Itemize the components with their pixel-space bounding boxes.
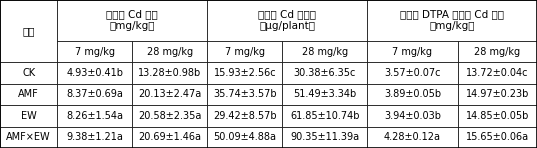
Text: 35.74±3.57b: 35.74±3.57b [213, 89, 277, 99]
Text: 29.42±8.57b: 29.42±8.57b [213, 111, 277, 121]
Bar [367, 41, 458, 62]
Text: 50.09±4.88a: 50.09±4.88a [213, 132, 277, 142]
Text: 51.49±3.34b: 51.49±3.34b [293, 89, 357, 99]
Text: EW: EW [21, 111, 37, 121]
Text: 15.65±0.06a: 15.65±0.06a [466, 132, 529, 142]
Bar [282, 127, 367, 148]
Bar [458, 41, 537, 62]
Text: 3.94±0.03b: 3.94±0.03b [384, 111, 441, 121]
Bar [57, 127, 132, 148]
Bar [282, 84, 367, 105]
Text: 20.69±1.46a: 20.69±1.46a [139, 132, 201, 142]
Bar [207, 127, 282, 148]
Bar [458, 62, 537, 84]
Bar [458, 84, 537, 105]
Text: 4.93±0.41b: 4.93±0.41b [67, 68, 124, 78]
Text: 7 mg/kg: 7 mg/kg [225, 47, 265, 57]
Text: 3.89±0.05b: 3.89±0.05b [384, 89, 441, 99]
Bar [207, 62, 282, 84]
Bar [207, 41, 282, 62]
Bar [207, 0, 367, 41]
Text: 4.28±0.12a: 4.28±0.12a [384, 132, 441, 142]
Bar [0, 0, 57, 62]
Bar [207, 84, 282, 105]
Text: 90.35±11.39a: 90.35±11.39a [290, 132, 359, 142]
Bar [367, 84, 458, 105]
Text: 8.26±1.54a: 8.26±1.54a [67, 111, 124, 121]
Text: 9.38±1.21a: 9.38±1.21a [67, 132, 124, 142]
Bar [367, 105, 458, 127]
Bar [282, 62, 367, 84]
Text: 30.38±6.35c: 30.38±6.35c [294, 68, 356, 78]
Text: AMF×EW: AMF×EW [6, 132, 51, 142]
Bar [132, 84, 207, 105]
Bar [57, 62, 132, 84]
Text: 20.13±2.47a: 20.13±2.47a [138, 89, 201, 99]
Bar [132, 41, 207, 62]
Text: AMF: AMF [18, 89, 39, 99]
Bar [57, 84, 132, 105]
Bar [57, 105, 132, 127]
Bar [132, 127, 207, 148]
Text: 8.37±0.69a: 8.37±0.69a [67, 89, 124, 99]
Text: 地上部 Cd 含量
（mg/kg）: 地上部 Cd 含量 （mg/kg） [106, 10, 158, 31]
Bar [57, 41, 132, 62]
Text: 20.58±2.35a: 20.58±2.35a [138, 111, 201, 121]
Bar [0, 62, 57, 84]
Text: 13.28±0.98b: 13.28±0.98b [138, 68, 201, 78]
Bar [367, 0, 537, 41]
Bar [282, 105, 367, 127]
Text: 15.93±2.56c: 15.93±2.56c [214, 68, 276, 78]
Text: 14.85±0.05b: 14.85±0.05b [466, 111, 529, 121]
Text: 28 mg/kg: 28 mg/kg [147, 47, 193, 57]
Bar [367, 127, 458, 148]
Text: 处理: 处理 [23, 26, 35, 36]
Bar [132, 62, 207, 84]
Bar [0, 84, 57, 105]
Bar [458, 127, 537, 148]
Text: 7 mg/kg: 7 mg/kg [393, 47, 432, 57]
Bar [132, 105, 207, 127]
Bar [0, 105, 57, 127]
Text: 根际土 DTPA 提取态 Cd 浓度
（mg/kg）: 根际土 DTPA 提取态 Cd 浓度 （mg/kg） [400, 10, 504, 31]
Text: 61.85±10.74b: 61.85±10.74b [290, 111, 359, 121]
Text: 3.57±0.07c: 3.57±0.07c [384, 68, 441, 78]
Text: 28 mg/kg: 28 mg/kg [474, 47, 520, 57]
Text: 地上部 Cd 积累量
（μg/plant）: 地上部 Cd 积累量 （μg/plant） [258, 10, 316, 31]
Bar [57, 0, 207, 41]
Bar [0, 127, 57, 148]
Text: 28 mg/kg: 28 mg/kg [302, 47, 348, 57]
Text: 13.72±0.04c: 13.72±0.04c [466, 68, 528, 78]
Bar [207, 105, 282, 127]
Text: CK: CK [22, 68, 35, 78]
Bar [282, 41, 367, 62]
Bar [458, 105, 537, 127]
Text: 7 mg/kg: 7 mg/kg [75, 47, 115, 57]
Text: 14.97±0.23b: 14.97±0.23b [466, 89, 529, 99]
Bar [367, 62, 458, 84]
